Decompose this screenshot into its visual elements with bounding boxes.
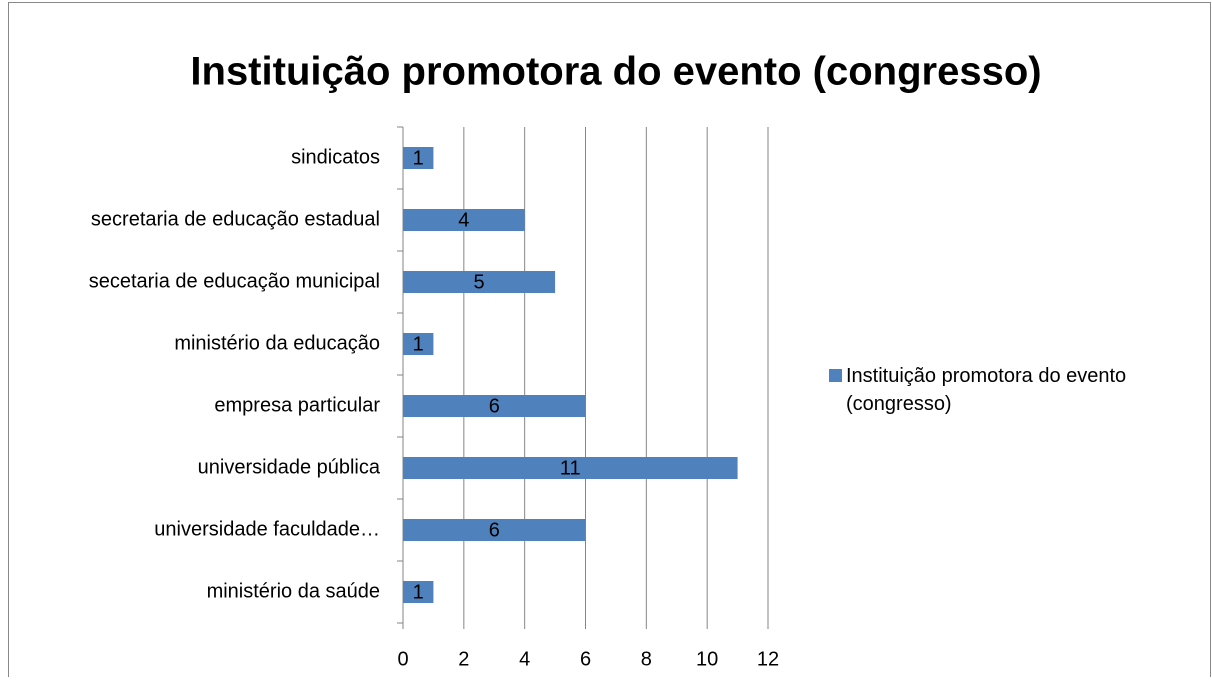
x-tick-label: 8	[641, 648, 652, 670]
x-tick-label: 10	[696, 648, 718, 670]
x-tick-label: 6	[580, 648, 591, 670]
y-tick-label: ministério da saúde	[207, 580, 380, 602]
bar	[403, 147, 434, 169]
chart-title: Instituição promotora do evento (congres…	[190, 50, 1041, 94]
chart-border	[8, 2, 1211, 682]
data-label: 6	[489, 395, 500, 417]
data-label: 1	[413, 581, 424, 603]
x-tick-label: 0	[397, 648, 408, 670]
data-label: 4	[458, 209, 469, 231]
bar	[403, 333, 434, 355]
x-tick-label: 12	[757, 648, 779, 670]
x-tick-label: 2	[458, 648, 469, 670]
data-label: 6	[489, 519, 500, 541]
y-tick-label: secetaria de educação municipal	[89, 270, 380, 292]
data-label: 5	[473, 271, 484, 293]
bar	[403, 457, 738, 479]
y-tick-label: secretaria de educação estadual	[91, 208, 380, 230]
bar	[403, 581, 434, 603]
bar	[403, 209, 525, 231]
x-tick-label: 4	[519, 648, 530, 670]
data-label: 1	[413, 333, 424, 355]
y-tick-label: universidade pública	[198, 456, 381, 478]
data-label: 1	[413, 147, 424, 169]
bar	[403, 519, 586, 541]
y-tick-label: ministério da educação	[174, 332, 380, 354]
bar	[403, 395, 586, 417]
legend-label: Instituição promotora do evento (congres…	[846, 365, 1127, 415]
y-tick-label: empresa particular	[214, 394, 380, 416]
y-tick-label: sindicatos	[291, 146, 380, 168]
bar	[403, 271, 556, 293]
y-tick-label: universidade faculdade…	[154, 518, 380, 540]
legend-swatch	[829, 369, 842, 382]
data-label: 11	[560, 457, 581, 479]
